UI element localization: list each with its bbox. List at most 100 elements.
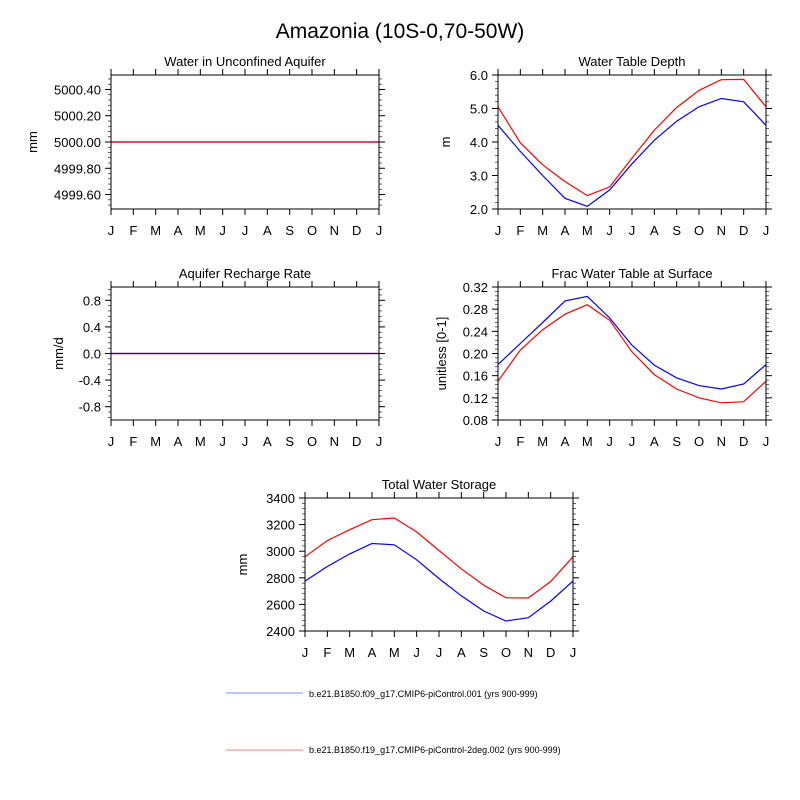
x-tick-label: N: [717, 223, 726, 238]
x-tick-label: A: [174, 223, 183, 238]
y-tick-label: 5.0: [470, 102, 488, 117]
x-tick-label: O: [694, 223, 704, 238]
x-tick-label: J: [495, 223, 502, 238]
y-tick-label: 3.0: [470, 169, 488, 184]
x-tick-label: J: [570, 645, 577, 660]
panel-title: Aquifer Recharge Rate: [179, 266, 311, 281]
y-tick-label: 0.0: [83, 347, 101, 362]
plot-frame: [110, 74, 380, 210]
x-tick-label: D: [546, 645, 555, 660]
y-tick-label: 2800: [266, 571, 295, 586]
x-tick-label: N: [524, 645, 533, 660]
x-tick-label: J: [413, 645, 420, 660]
series-line-red: [304, 517, 574, 599]
x-tick-label: J: [242, 223, 249, 238]
y-tick-label: 0.4: [83, 320, 101, 335]
x-tick-label: O: [307, 434, 317, 449]
y-axis-label: mm/d: [51, 337, 66, 370]
panel-title: Water Table Depth: [579, 54, 686, 69]
legend-label-blue: b.e21.B1850.f09_g17.CMIP6-piControl.001 …: [309, 689, 538, 699]
x-tick-label: F: [516, 434, 524, 449]
x-tick-label: J: [629, 434, 636, 449]
y-tick-label: 0.12: [463, 391, 488, 406]
x-tick-label: S: [672, 434, 681, 449]
x-tick-label: A: [368, 645, 377, 660]
series-line-red: [497, 304, 767, 404]
x-tick-label: J: [436, 645, 443, 660]
series-line-blue: [497, 295, 767, 390]
y-tick-label: 5000.40: [54, 82, 101, 97]
x-tick-label: M: [195, 223, 206, 238]
x-tick-label: J: [108, 434, 115, 449]
legend-label-red: b.e21.B1850.f19_g17.CMIP6-piControl-2deg…: [309, 745, 561, 755]
x-tick-label: M: [150, 434, 161, 449]
x-tick-label: A: [650, 434, 659, 449]
x-tick-label: M: [389, 645, 400, 660]
panel-title: Total Water Storage: [382, 477, 496, 492]
x-tick-label: A: [457, 645, 466, 660]
y-tick-label: -0.4: [79, 373, 101, 388]
x-tick-label: N: [330, 223, 339, 238]
x-tick-label: J: [242, 434, 249, 449]
x-tick-label: J: [219, 434, 226, 449]
y-axis-label: unitless [0-1]: [434, 317, 449, 391]
x-tick-label: S: [479, 645, 488, 660]
x-tick-label: F: [129, 223, 137, 238]
panel-title: Water in Unconfined Aquifer: [164, 54, 326, 69]
panel-title: Frac Water Table at Surface: [551, 266, 712, 281]
x-tick-label: J: [495, 434, 502, 449]
legend: b.e21.B1850.f09_g17.CMIP6-piControl.001 …: [226, 689, 561, 755]
series-line-blue: [304, 542, 574, 622]
x-tick-label: F: [516, 223, 524, 238]
plot-frame: [110, 286, 380, 421]
panel-frac-water-table-at-surface: Frac Water Table at Surface unitless [0-1…: [434, 266, 772, 449]
x-tick-label: S: [672, 223, 681, 238]
x-tick-label: D: [739, 223, 748, 238]
x-tick-label: S: [285, 223, 294, 238]
series-line-blue: [497, 97, 767, 207]
x-tick-label: J: [606, 434, 613, 449]
y-tick-label: 0.32: [463, 280, 488, 295]
y-tick-label: 3200: [266, 518, 295, 533]
x-tick-label: F: [129, 434, 137, 449]
x-tick-label: D: [739, 434, 748, 449]
x-tick-label: M: [537, 434, 548, 449]
x-tick-label: M: [344, 645, 355, 660]
x-tick-label: N: [717, 434, 726, 449]
y-tick-label: 4.0: [470, 135, 488, 150]
series-line-red: [497, 78, 767, 197]
y-tick-label: 0.28: [463, 302, 488, 317]
y-tick-label: -0.8: [79, 400, 101, 415]
x-tick-label: M: [582, 223, 593, 238]
x-tick-label: J: [108, 223, 115, 238]
x-tick-label: S: [285, 434, 294, 449]
y-tick-label: 3400: [266, 491, 295, 506]
y-tick-label: 6.0: [470, 68, 488, 83]
x-tick-label: N: [330, 434, 339, 449]
y-tick-label: 5000.20: [54, 109, 101, 124]
x-tick-label: J: [219, 223, 226, 238]
x-tick-label: O: [694, 434, 704, 449]
y-tick-label: 4999.80: [54, 161, 101, 176]
x-tick-label: A: [561, 223, 570, 238]
x-tick-label: O: [501, 645, 511, 660]
x-tick-label: J: [763, 434, 770, 449]
y-tick-label: 0.24: [463, 324, 488, 339]
x-tick-label: J: [606, 223, 613, 238]
x-tick-label: F: [323, 645, 331, 660]
plot-frame: [304, 497, 574, 632]
x-tick-label: J: [376, 223, 383, 238]
x-tick-label: A: [174, 434, 183, 449]
y-axis-label: m: [438, 137, 453, 148]
plot-frame: [497, 74, 767, 210]
y-tick-label: 2400: [266, 624, 295, 639]
y-tick-label: 0.16: [463, 369, 488, 384]
y-axis-label: mm: [25, 131, 40, 153]
y-tick-label: 3000: [266, 544, 295, 559]
x-tick-label: M: [582, 434, 593, 449]
y-axis-label: mm: [235, 554, 250, 576]
